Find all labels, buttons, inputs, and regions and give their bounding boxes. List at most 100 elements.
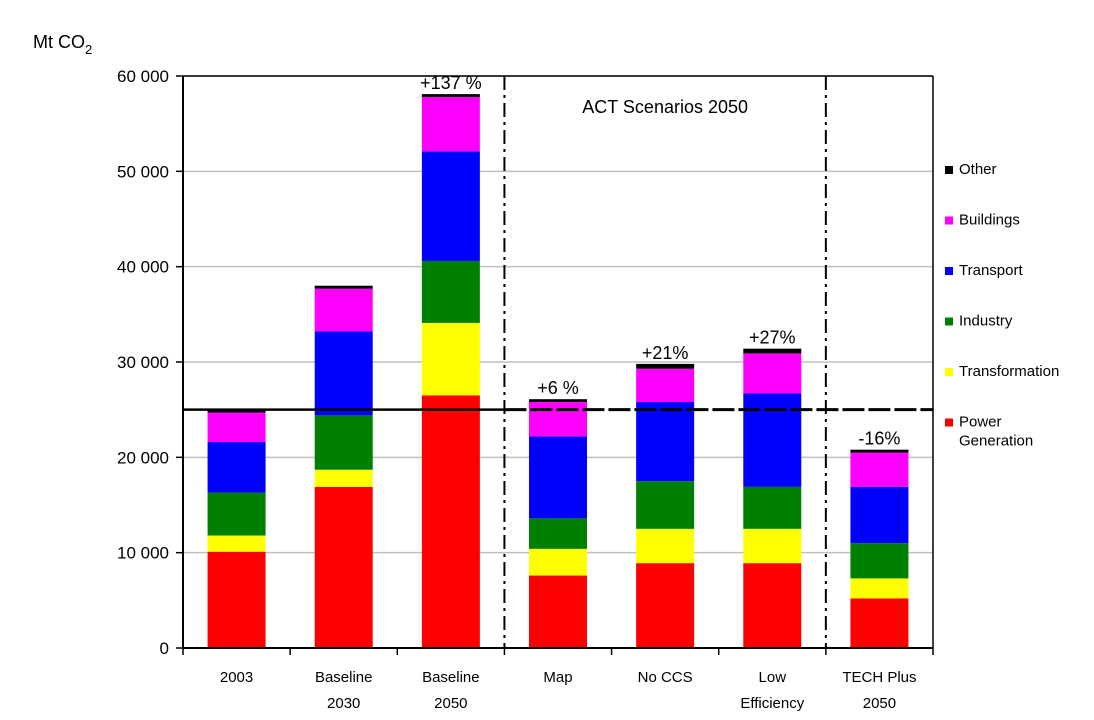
percent-change-label: +21% <box>642 343 689 363</box>
y-tick-label: 20 000 <box>117 448 169 467</box>
x-category-label: Map <box>543 669 572 686</box>
bar-segment <box>850 543 909 579</box>
bar-segment <box>636 528 695 564</box>
bar-segment <box>850 486 909 544</box>
legend-label: Industry <box>959 313 1013 330</box>
bar-segment <box>314 415 373 470</box>
y-tick-label: 40 000 <box>117 258 169 277</box>
legend-swatch <box>945 216 953 225</box>
y-axis-unit-subscript: 2 <box>85 42 92 57</box>
bar-segment <box>207 412 266 443</box>
bar-segment <box>850 452 909 487</box>
legend-label: Buildings <box>959 212 1020 229</box>
bar-segment <box>207 492 266 536</box>
legend-label: Power Generation <box>959 414 1033 450</box>
x-category-label: Baseline 2050 <box>422 669 480 712</box>
legend-label-line: Transformation <box>959 363 1059 380</box>
legend-label-line: Generation <box>959 433 1033 450</box>
percent-change-label: +137 % <box>420 73 482 93</box>
bar-segment <box>529 399 587 403</box>
x-category-label-line: 2050 <box>434 695 467 712</box>
x-category-label: Low Efficiency <box>740 669 804 712</box>
group-label: ACT Scenarios 2050 <box>582 97 748 117</box>
x-category-label-line: 2003 <box>220 669 253 686</box>
legend: Other Buildings Transport Industry Transform… <box>945 161 1059 450</box>
legend-label: Transport <box>959 262 1023 279</box>
x-category-label-line: TECH Plus <box>842 669 916 686</box>
x-category-label-line: Low <box>759 669 787 686</box>
bar-segment <box>850 578 909 599</box>
axes: 0 10 000 20 000 30 000 40 000 50 000 60 000 200… <box>117 67 934 712</box>
y-axis-unit-text: Mt CO <box>33 32 85 52</box>
legend-label-line: Transport <box>959 262 1023 279</box>
bar-segment <box>850 449 909 453</box>
bar-segment <box>207 551 266 648</box>
bar-segment <box>314 486 373 648</box>
x-category-label-line: 2050 <box>863 695 896 712</box>
bar-segment <box>314 288 373 332</box>
bar-segment <box>743 563 802 648</box>
scenario-dividers: ACT Scenarios 2050 <box>503 76 827 648</box>
bar-segment <box>421 260 480 323</box>
x-category-label-line: No CCS <box>638 669 693 686</box>
percent-change-label: +6 % <box>537 378 579 398</box>
legend-label: Transformation <box>959 363 1059 380</box>
bar-segment <box>207 442 266 493</box>
bar-segment <box>421 96 480 152</box>
bar-segment <box>314 469 373 487</box>
bar-segment <box>636 402 695 482</box>
legend-label-line: Industry <box>959 313 1013 330</box>
bar-segment <box>636 368 695 403</box>
bar-segment <box>743 486 802 529</box>
bar-segment <box>529 518 587 549</box>
bar-segment <box>207 535 266 552</box>
y-tick-label: 30 000 <box>117 353 169 372</box>
x-category-label-line: 2030 <box>327 695 360 712</box>
y-tick-label: 50 000 <box>117 162 169 181</box>
bar-segment <box>636 563 695 648</box>
bar-segment <box>850 598 909 648</box>
bar-segment <box>207 409 266 413</box>
legend-swatch <box>945 166 953 174</box>
bar-segment <box>743 393 802 487</box>
legend-swatch <box>945 267 953 275</box>
bar-segment <box>421 151 480 261</box>
bar-segment <box>529 402 587 437</box>
percent-change-label: +27% <box>749 328 796 348</box>
bar-segment <box>743 348 802 354</box>
legend-label-line: Buildings <box>959 212 1020 229</box>
x-category-label: TECH Plus 2050 <box>842 669 916 712</box>
bar-segment <box>529 548 587 576</box>
x-category-label-line: Map <box>543 669 572 686</box>
x-category-label: Baseline 2030 <box>315 669 373 712</box>
bar-segment <box>421 94 480 97</box>
bar-segment <box>421 395 480 648</box>
bar-segment <box>636 481 695 529</box>
y-tick-label: 0 <box>160 639 169 658</box>
legend-swatch <box>945 317 953 326</box>
bars <box>207 94 909 648</box>
x-category-label: No CCS <box>638 669 693 686</box>
bar-segment <box>743 528 802 564</box>
legend-label: Other <box>959 161 997 178</box>
y-tick-label: 10 000 <box>117 544 169 563</box>
x-category-label: 2003 <box>220 669 253 686</box>
y-axis-unit-label: Mt CO2 <box>33 32 92 57</box>
bar-segment <box>529 436 587 519</box>
bar-segment <box>314 285 373 289</box>
bar-segment <box>421 322 480 396</box>
x-category-label-line: Baseline <box>422 669 480 686</box>
y-tick-label: 60 000 <box>117 67 169 86</box>
bar-segment <box>314 331 373 416</box>
bar-segment <box>529 575 587 648</box>
x-category-label-line: Efficiency <box>740 695 804 712</box>
legend-label-line: Other <box>959 161 997 178</box>
legend-label-line: Power <box>959 414 1002 431</box>
legend-swatch <box>945 418 953 427</box>
legend-swatch <box>945 368 953 376</box>
bar-segment <box>636 363 695 369</box>
annotations: +137 % +6 % +21% +27% -16% <box>420 73 900 449</box>
x-category-label-line: Baseline <box>315 669 373 686</box>
percent-change-label: -16% <box>858 429 900 449</box>
